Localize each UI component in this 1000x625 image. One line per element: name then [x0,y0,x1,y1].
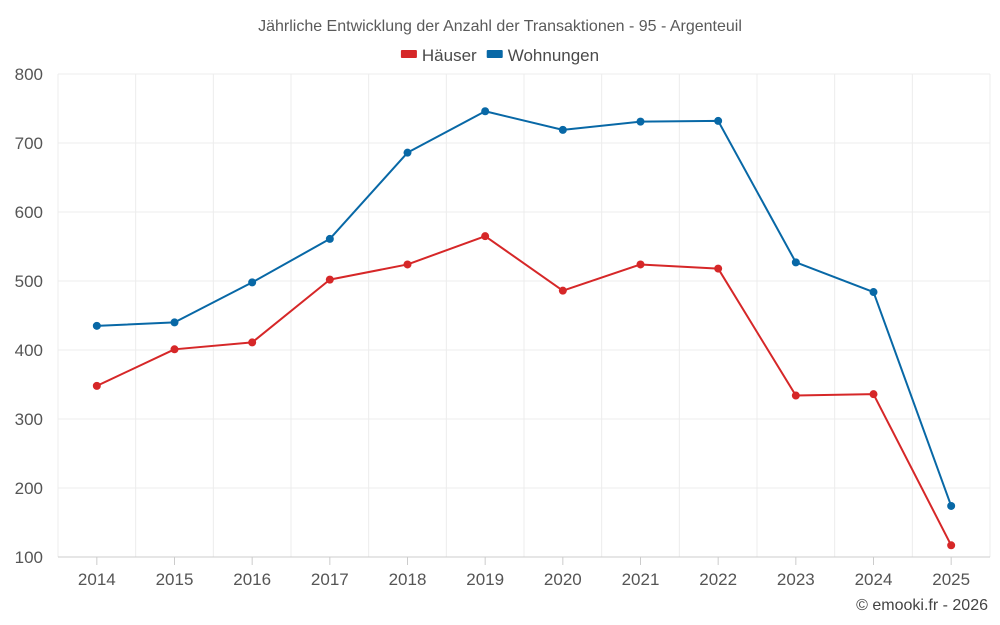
data-point-wohnungen[interactable] [403,148,412,157]
legend-item[interactable]: Häuser [400,46,477,65]
data-point-h-user[interactable] [791,391,800,400]
series-line-wohnungen [96,110,953,507]
x-tick-label: 2016 [233,570,271,589]
series-layer [92,107,956,550]
chart-title: Jährliche Entwicklung der Anzahl der Tra… [258,18,742,35]
data-point-wohnungen[interactable] [248,278,257,287]
data-point-wohnungen[interactable] [558,125,567,134]
data-point-h-user[interactable] [92,381,101,390]
data-point-wohnungen[interactable] [170,318,179,327]
y-axis-ticks: 100 200 300 400 500 600 700 800 [15,65,43,567]
credit-text: © emooki.fr - 2026 [856,597,988,614]
series-h-user [92,232,956,550]
y-tick-label: 700 [15,134,43,153]
legend-label: Wohnungen [508,46,599,65]
data-point-wohnungen[interactable] [481,107,490,116]
legend: Häuser Wohnungen [400,46,599,65]
legend-swatch [486,50,503,58]
y-tick-label: 400 [15,341,43,360]
data-point-h-user[interactable] [481,232,490,241]
series-wohnungen [92,107,956,510]
x-tick-label: 2015 [156,570,194,589]
legend-item[interactable]: Wohnungen [486,46,599,65]
x-tick-label: 2017 [311,570,349,589]
y-tick-label: 600 [15,203,43,222]
data-point-h-user[interactable] [558,286,567,295]
data-point-wohnungen[interactable] [947,501,956,510]
data-point-wohnungen[interactable] [636,117,645,126]
x-tick-label: 2025 [932,570,970,589]
x-tick-label: 2022 [699,570,737,589]
y-tick-label: 300 [15,410,43,429]
data-point-h-user[interactable] [170,345,179,354]
x-tick-label: 2018 [389,570,427,589]
x-axis-ticks: 2014 2015 2016 2017 2018 2019 2020 2021 2022 2023… [78,557,970,589]
data-point-h-user[interactable] [403,260,412,269]
data-point-wohnungen[interactable] [325,234,334,243]
y-tick-label: 200 [15,479,43,498]
legend-swatch [400,50,417,58]
y-tick-label: 500 [15,272,43,291]
data-point-h-user[interactable] [869,390,878,399]
data-point-h-user[interactable] [714,264,723,273]
horizontal-gridlines [58,73,990,489]
data-point-wohnungen[interactable] [791,258,800,267]
x-tick-label: 2023 [777,570,815,589]
x-tick-label: 2024 [855,570,893,589]
x-tick-label: 2020 [544,570,582,589]
y-tick-label: 100 [15,548,43,567]
vertical-gridlines [57,74,991,557]
y-tick-label: 800 [15,65,43,84]
legend-label: Häuser [422,46,477,65]
data-point-h-user[interactable] [636,260,645,269]
data-point-wohnungen[interactable] [869,288,878,297]
x-tick-label: 2021 [622,570,660,589]
series-line-h-user [96,235,953,546]
data-point-wohnungen[interactable] [714,116,723,125]
x-tick-label: 2014 [78,570,116,589]
data-point-wohnungen[interactable] [92,321,101,330]
x-tick-label: 2019 [466,570,504,589]
data-point-h-user[interactable] [947,541,956,550]
data-point-h-user[interactable] [325,275,334,284]
data-point-h-user[interactable] [248,338,257,347]
